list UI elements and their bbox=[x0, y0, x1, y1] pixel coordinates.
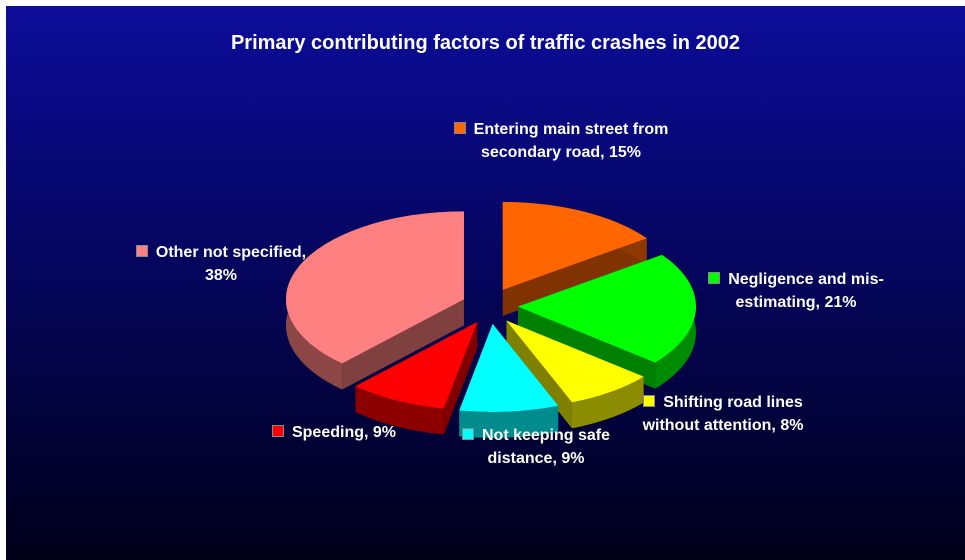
chart-title: Primary contributing factors of traffic … bbox=[230, 32, 741, 54]
legend-key bbox=[271, 425, 284, 437]
slice bbox=[502, 201, 647, 290]
legend-key bbox=[643, 395, 656, 407]
slice bbox=[285, 211, 464, 364]
label-text: Not keeping safe distance, 9% bbox=[481, 427, 611, 467]
slice-side bbox=[459, 405, 559, 438]
pie-area bbox=[285, 201, 696, 438]
label-text: Negligence and mis-estimating, 21% bbox=[728, 271, 884, 311]
slice-side bbox=[502, 238, 647, 316]
slice bbox=[506, 320, 644, 403]
label-text: Speeding, 9% bbox=[291, 424, 397, 441]
data-label: Not keeping safe distance, 9% bbox=[436, 424, 636, 470]
legend-key bbox=[708, 272, 721, 284]
label-text: Entering main street from secondary road… bbox=[473, 121, 669, 161]
slice-side bbox=[355, 386, 444, 435]
data-label: Other not specified, 38% bbox=[126, 241, 316, 287]
legend-key bbox=[461, 428, 474, 440]
label-text: Other not specified, 38% bbox=[155, 244, 307, 284]
legend-key bbox=[453, 122, 466, 134]
data-label: Negligence and mis-estimating, 21% bbox=[696, 268, 896, 314]
chart: Primary contributing factors of traffic … bbox=[6, 6, 965, 560]
slice-side bbox=[571, 376, 644, 429]
slice bbox=[459, 323, 559, 412]
slice bbox=[517, 254, 696, 363]
label-text: Shifting road lines without attention, 8… bbox=[642, 394, 804, 434]
legend-key bbox=[135, 245, 148, 257]
slice bbox=[355, 322, 478, 409]
data-label: Shifting road lines without attention, 8… bbox=[638, 391, 808, 437]
data-label: Speeding, 9% bbox=[234, 421, 434, 444]
slice-side bbox=[342, 299, 464, 390]
slice-side bbox=[506, 320, 572, 429]
data-label: Entering main street from secondary road… bbox=[446, 118, 676, 164]
